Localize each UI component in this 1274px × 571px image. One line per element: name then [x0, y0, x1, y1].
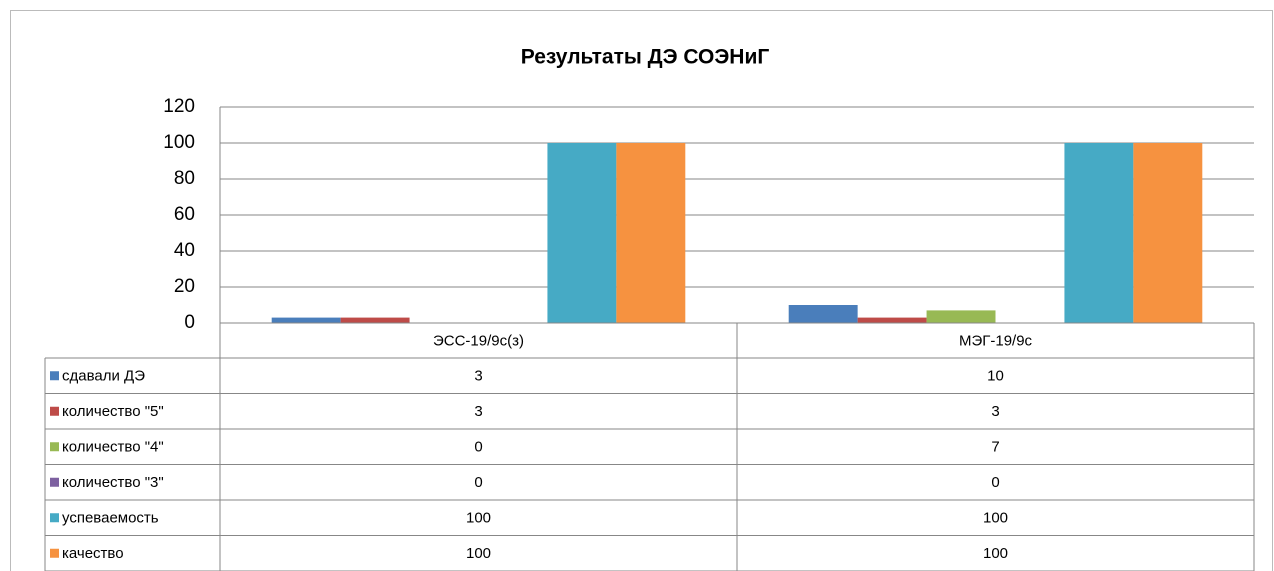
bar: [271, 317, 341, 323]
table-value: 0: [991, 474, 999, 491]
legend-key: [50, 442, 59, 452]
bar: [340, 317, 410, 323]
bar: [926, 310, 996, 323]
legend-label: сдавали ДЭ: [62, 368, 145, 385]
bar: [616, 143, 686, 323]
table-value: 100: [983, 510, 1008, 527]
x-tick-label: ЭСС-19/9с(з): [433, 332, 524, 349]
y-tick-label: 120: [163, 96, 195, 117]
table-value: 100: [983, 545, 1008, 562]
y-tick-label: 100: [163, 132, 195, 153]
bar: [1133, 143, 1203, 323]
table-value: 100: [466, 510, 491, 527]
legend-key: [50, 371, 59, 381]
legend-label: количество "5": [62, 403, 164, 420]
table-value: 3: [474, 403, 482, 420]
y-tick-label: 0: [184, 312, 195, 333]
x-tick-label: МЭГ-19/9с: [959, 332, 1033, 349]
legend-key: [50, 548, 59, 558]
legend-key: [50, 406, 59, 416]
legend-label: количество "4": [62, 439, 164, 456]
bar: [788, 305, 858, 323]
y-tick-label: 20: [174, 276, 195, 297]
legend-label: качество: [62, 545, 124, 562]
legend-key: [50, 477, 59, 487]
table-value: 10: [987, 368, 1004, 385]
y-tick-label: 40: [174, 240, 195, 261]
table-value: 100: [466, 545, 491, 562]
table-value: 3: [474, 368, 482, 385]
table-value: 0: [474, 474, 482, 491]
chart-title: Результаты ДЭ СОЭНиГ: [521, 46, 770, 69]
table-value: 3: [991, 403, 999, 420]
bar: [547, 143, 617, 323]
legend-key: [50, 513, 59, 523]
y-tick-label: 60: [174, 204, 195, 225]
table-value: 7: [991, 439, 999, 456]
bar: [857, 317, 927, 323]
table-value: 0: [474, 439, 482, 456]
y-tick-label: 80: [174, 168, 195, 189]
bar: [1064, 143, 1134, 323]
legend-label: количество "3": [62, 474, 164, 491]
legend-label: успеваемость: [62, 510, 159, 527]
